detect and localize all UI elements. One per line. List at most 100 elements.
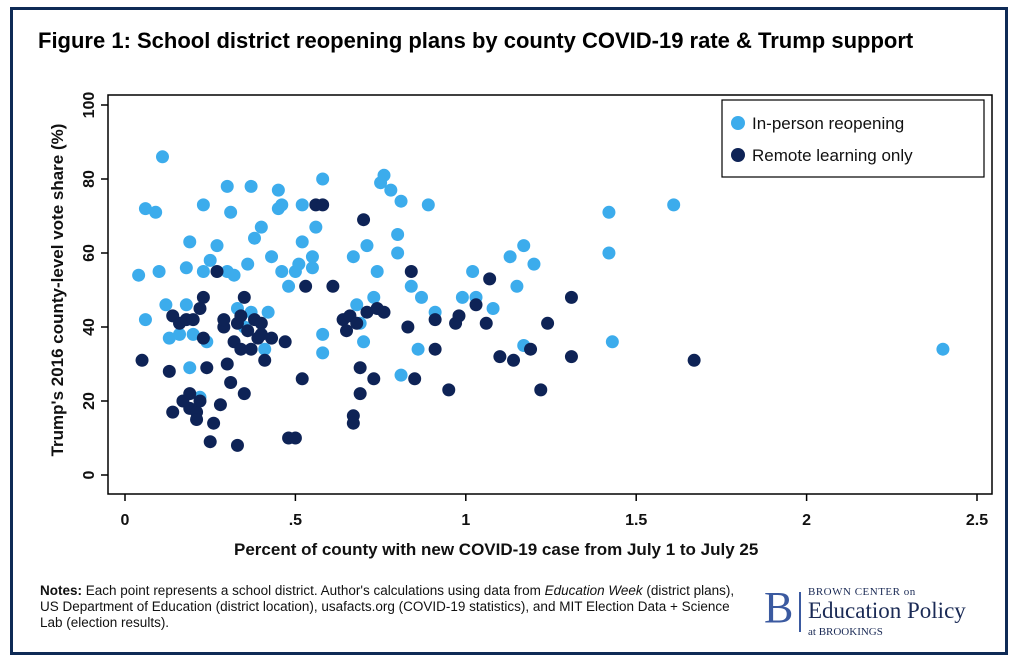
point-remote — [524, 342, 538, 356]
point-in-person — [179, 261, 193, 275]
point-remote — [183, 387, 197, 401]
point-in-person — [936, 342, 950, 356]
point-remote — [357, 213, 371, 227]
point-in-person — [316, 327, 330, 341]
point-remote — [326, 279, 340, 293]
x-tick-label: 1 — [461, 512, 470, 529]
point-remote — [162, 364, 176, 378]
point-remote — [367, 372, 381, 386]
point-remote — [346, 416, 360, 430]
point-remote — [401, 320, 415, 334]
point-in-person — [295, 235, 309, 249]
point-in-person — [159, 298, 173, 312]
brookings-logo: B BROWN CENTER on Education Policy at BR… — [764, 584, 1004, 644]
point-in-person — [254, 220, 268, 234]
point-remote — [224, 376, 238, 389]
notes-label: Notes: — [40, 583, 83, 598]
point-in-person — [203, 253, 217, 267]
point-in-person — [602, 205, 616, 219]
point-remote — [265, 331, 279, 345]
point-in-person — [258, 342, 272, 356]
point-in-person — [295, 198, 309, 212]
point-in-person — [346, 250, 360, 264]
notes-text-1: Each point represents a school district.… — [82, 583, 545, 598]
point-remote — [258, 353, 272, 367]
point-remote — [210, 265, 224, 278]
point-in-person — [667, 198, 681, 212]
point-in-person — [486, 302, 500, 315]
point-remote — [377, 305, 391, 319]
point-remote — [278, 335, 292, 349]
point-remote — [193, 394, 207, 408]
point-in-person — [377, 168, 391, 182]
point-in-person — [183, 361, 197, 375]
point-in-person — [527, 257, 541, 271]
notes-text-2: (district plans), US Department of Educa… — [40, 583, 735, 630]
point-in-person — [510, 279, 524, 293]
y-tick-label: 80 — [81, 170, 98, 188]
logo-line-1: BROWN CENTER on — [808, 586, 916, 598]
legend-marker-remote — [731, 148, 745, 162]
point-in-person — [292, 257, 306, 271]
notes: Notes: Each point represents a school di… — [40, 583, 750, 631]
logo-line-3: at BROOKINGS — [808, 626, 883, 638]
point-in-person — [227, 268, 241, 282]
point-in-person — [173, 327, 187, 341]
point-remote — [340, 324, 354, 338]
point-remote — [295, 372, 309, 386]
point-in-person — [605, 335, 619, 349]
point-in-person — [309, 220, 323, 234]
point-remote — [479, 316, 493, 330]
point-remote — [241, 324, 255, 338]
y-axis: 0 20 40 60 80 100 — [81, 92, 108, 479]
point-in-person — [367, 290, 381, 304]
point-in-person — [602, 246, 616, 260]
point-remote — [299, 279, 313, 293]
point-remote — [207, 416, 221, 430]
point-remote — [254, 327, 268, 341]
point-remote — [244, 342, 258, 356]
point-remote — [237, 387, 251, 401]
point-in-person — [414, 290, 428, 304]
point-in-person — [421, 198, 435, 212]
point-in-person — [316, 172, 330, 186]
point-remote — [213, 398, 227, 412]
point-remote — [190, 413, 204, 426]
legend-box — [721, 99, 985, 178]
point-in-person — [155, 150, 169, 164]
point-in-person — [183, 235, 197, 249]
y-axis-label: Trump's 2016 county-level vote share (%) — [48, 123, 67, 457]
point-in-person — [391, 246, 405, 260]
point-remote — [237, 290, 251, 304]
point-in-person — [275, 198, 289, 212]
point-in-person — [360, 239, 374, 253]
x-tick-label: .5 — [289, 512, 302, 529]
point-remote — [564, 350, 578, 364]
x-tick-label: 2 — [802, 512, 811, 529]
y-tick-label: 20 — [81, 392, 98, 410]
point-remote — [316, 198, 330, 212]
point-in-person — [357, 335, 371, 349]
legend-marker-in-person — [731, 116, 745, 130]
x-axis-label: Percent of county with new COVID-19 case… — [234, 540, 759, 559]
logo-divider — [799, 592, 801, 632]
point-in-person — [350, 298, 364, 312]
point-remote — [135, 353, 149, 367]
point-remote — [507, 353, 521, 367]
point-in-person — [244, 179, 258, 193]
point-remote — [193, 302, 207, 315]
y-tick-label: 60 — [81, 244, 98, 262]
point-in-person — [394, 368, 408, 382]
y-tick-label: 0 — [81, 470, 98, 479]
point-in-person — [138, 313, 152, 327]
point-remote — [196, 290, 210, 304]
point-remote — [534, 383, 548, 397]
point-remote — [288, 431, 302, 445]
point-in-person — [186, 327, 200, 341]
point-in-person — [162, 331, 176, 345]
point-in-person — [149, 205, 163, 219]
point-in-person — [282, 279, 296, 293]
data-points — [132, 150, 950, 452]
point-in-person — [241, 257, 255, 271]
